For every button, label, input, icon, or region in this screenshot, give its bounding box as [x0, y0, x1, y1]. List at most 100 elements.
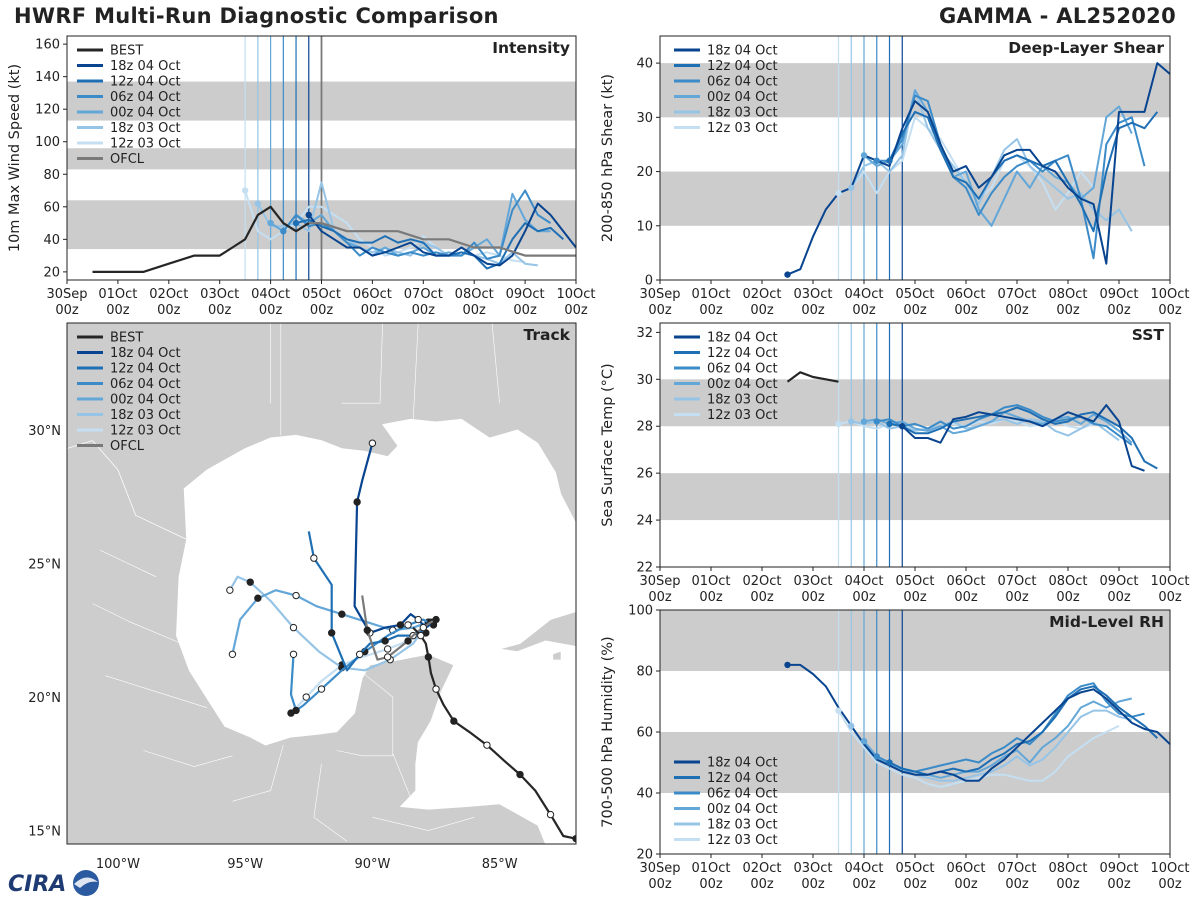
init-point-marker [254, 200, 262, 207]
y-tick-label: 10 [636, 219, 653, 234]
x-tick-label: 00z [648, 877, 672, 892]
x-tick-label: 03Oct [793, 861, 832, 876]
init-point-marker [848, 418, 855, 425]
x-tick-label: 01Oct [691, 574, 730, 589]
track-position-marker [417, 631, 425, 640]
init-point-marker [305, 211, 312, 219]
track-position-marker [432, 615, 440, 624]
legend-label: 12z 03 Oct [110, 424, 181, 439]
init-point-marker [784, 661, 791, 669]
track-position-marker [450, 717, 458, 725]
track-position-marker [327, 629, 336, 637]
x-tick-label: 00z [564, 303, 588, 318]
admin-border [143, 750, 233, 767]
y-tick-label: 20 [636, 165, 653, 180]
legend-label: 18z 04 Oct [110, 59, 181, 74]
admin-border [105, 675, 208, 708]
x-tick-label: 30Sep [639, 574, 680, 589]
legend-label: 18z 04 Oct [110, 346, 181, 361]
x-tick-label: 00z [55, 303, 79, 318]
track-position-marker [432, 685, 440, 693]
x-tick-label: 00z [1107, 303, 1131, 318]
series-line-18z-04-oct [308, 202, 577, 267]
series-line-18z-04-oct [901, 404, 1145, 472]
x-tick-label: 00z [463, 303, 487, 318]
x-tick-label: 00z [1005, 877, 1029, 892]
x-tick-label: 09Oct [1099, 574, 1138, 589]
series-line-best [786, 371, 839, 383]
admin-border [341, 323, 383, 404]
track-position-marker [292, 591, 300, 600]
track-line-best [412, 626, 576, 840]
legend-label: 06z 04 Oct [110, 377, 181, 392]
rh-panel: 2040608010030Sep00z01Oct00z02Oct00z03Oct… [600, 604, 1190, 893]
init-point-marker [267, 219, 274, 227]
x-tick-label: 09Oct [1099, 861, 1138, 876]
panel-title: Deep-Layer Shear [1008, 39, 1164, 57]
track-position-marker [355, 650, 364, 659]
x-tick-label: 07Oct [997, 574, 1036, 589]
x-tick-label: 00z [1056, 877, 1080, 892]
x-tick-label: 02Oct [149, 287, 188, 302]
cira-logo: CIRA [8, 870, 99, 897]
track-position-marker [396, 621, 405, 629]
x-tick-label: 02Oct [742, 574, 781, 589]
series-line-06z-04-oct [876, 682, 1145, 773]
legend-label: 18z 03 Oct [707, 393, 778, 408]
x-tick-label: 08Oct [1048, 574, 1087, 589]
x-tick-label: 00z [903, 877, 927, 892]
sst-panel: 22242628303230Sep00z01Oct00z02Oct00z03Oc… [600, 322, 1190, 605]
x-tick-label: 00z [801, 303, 825, 318]
y-tick-label: 24 [636, 514, 653, 529]
y-tick-label: 26 [636, 467, 653, 482]
legend-label: 06z 04 Oct [110, 90, 181, 105]
y-axis-label: 700-500 hPa Humidity (%) [600, 636, 616, 827]
admin-border [412, 323, 419, 422]
track-position-marker [310, 554, 318, 562]
x-tick-label: 04Oct [844, 861, 883, 876]
page-title: HWRF Multi-Run Diagnostic Comparison [14, 4, 499, 28]
logo-text: CIRA [8, 872, 66, 897]
x-tick-label: 04Oct [251, 287, 290, 302]
y-tick-label: 160 [35, 38, 60, 53]
x-tick-label: 10Oct [1150, 287, 1189, 302]
lon-tick-label: 90°W [354, 857, 390, 872]
series-line-12z-04-oct [295, 218, 564, 270]
x-tick-label: 06Oct [353, 287, 392, 302]
admin-border [92, 603, 182, 644]
legend-label: 06z 04 Oct [707, 75, 778, 90]
x-tick-label: 00z [1056, 590, 1080, 605]
track-position-marker [404, 637, 412, 645]
legend-label: 00z 04 Oct [707, 802, 778, 817]
x-tick-label: 08Oct [1048, 861, 1087, 876]
x-tick-label: 00z [699, 590, 723, 605]
x-tick-label: 04Oct [844, 287, 883, 302]
x-tick-label: 00z [750, 590, 774, 605]
track-position-marker [254, 594, 262, 602]
x-tick-label: 06Oct [946, 287, 985, 302]
admin-border [313, 763, 348, 842]
panel-title: Intensity [492, 39, 570, 57]
land-cuba [499, 611, 576, 652]
series-line-06z-04-oct [876, 404, 1133, 446]
init-point-marker [886, 759, 893, 766]
init-point-marker [886, 420, 893, 428]
x-tick-label: 08Oct [1048, 287, 1087, 302]
x-tick-label: 00z [1158, 877, 1182, 892]
x-tick-label: 00z [1107, 590, 1131, 605]
lat-tick-label: 20°N [28, 691, 61, 706]
track-map [67, 323, 576, 844]
x-tick-label: 30Sep [639, 861, 680, 876]
x-tick-label: 06Oct [946, 574, 985, 589]
y-tick-label: 40 [636, 787, 653, 802]
init-point-marker [886, 157, 893, 164]
x-tick-label: 00z [954, 877, 978, 892]
legend-label: 06z 04 Oct [707, 787, 778, 802]
y-axis-label: 10m Max Wind Speed (kt) [7, 64, 23, 252]
legend-label: BEST [110, 331, 143, 346]
legend-label: 12z 04 Oct [707, 771, 778, 786]
land-mexico-central-america [67, 440, 546, 844]
x-tick-label: 10Oct [556, 287, 595, 302]
x-tick-label: 02Oct [742, 861, 781, 876]
legend-label: 12z 03 Oct [707, 408, 778, 423]
